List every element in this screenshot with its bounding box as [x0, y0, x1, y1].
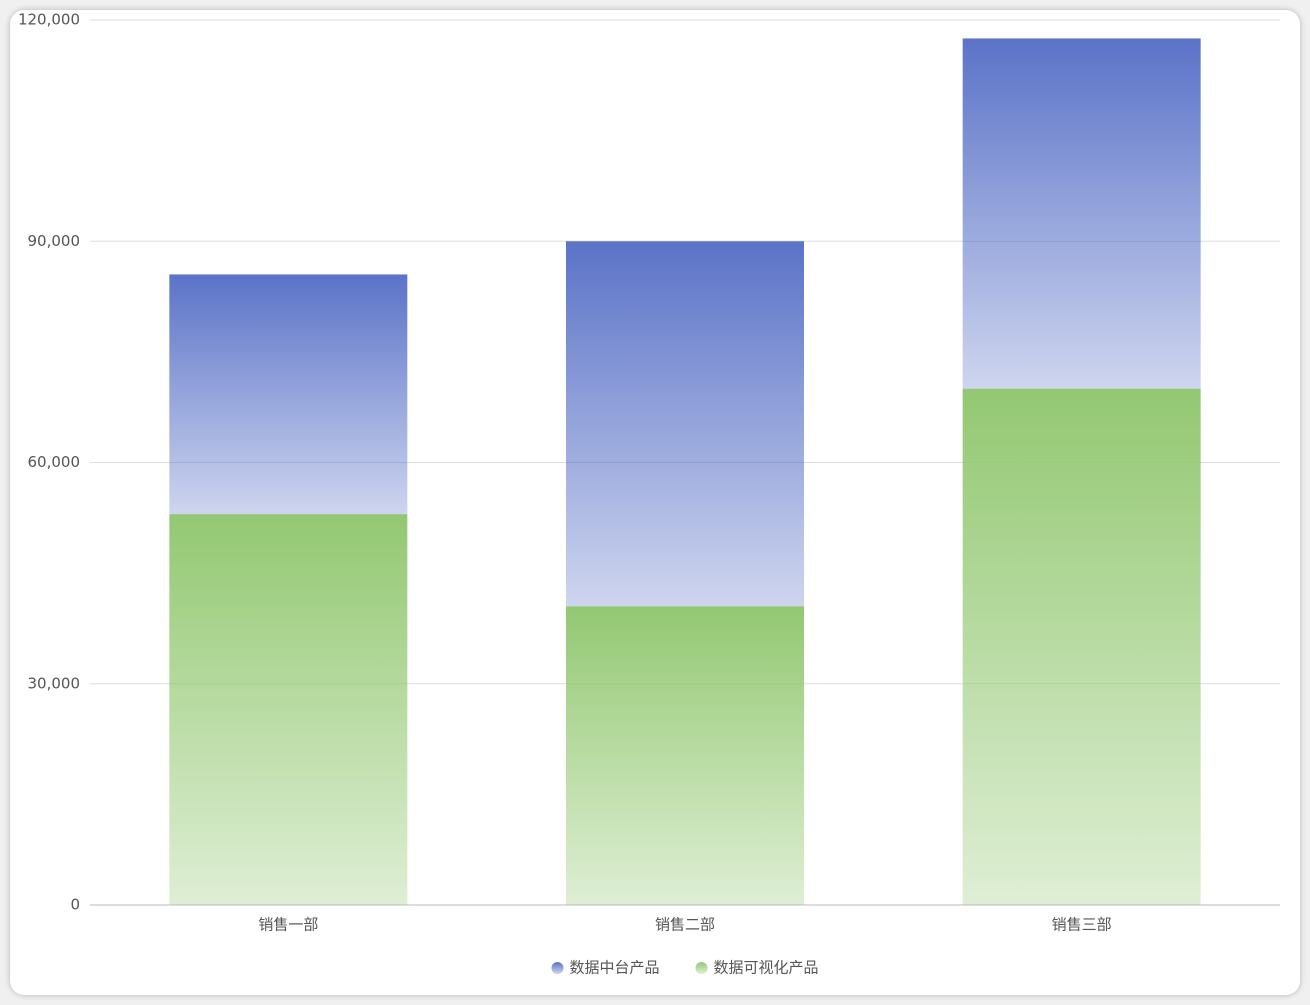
bar-segment: [962, 38, 1201, 389]
bar-segment: [566, 241, 804, 607]
x-tick-label: 销售一部: [258, 916, 318, 934]
legend-marker: [695, 962, 708, 974]
x-tick-label: 销售三部: [1052, 916, 1112, 934]
y-tick-label: 30,000: [28, 674, 81, 692]
chart-card: 0 30,000 60,000 90,000 120,000 销售一部 销售二部 销售三部数据…: [10, 10, 1300, 995]
legend-marker: [551, 962, 564, 974]
y-tick-label: 120,000: [18, 11, 80, 29]
legend: 数据中台产品 数据可视化产品: [551, 959, 819, 977]
bar-segment: [962, 388, 1201, 905]
chart: 0 30,000 60,000 90,000 120,000 销售一部 销售二部 销售三部数据…: [18, 11, 1280, 977]
y-tick-label: 60,000: [28, 453, 81, 471]
legend-label: 数据可视化产品: [714, 959, 819, 977]
bar-segment: [566, 606, 804, 905]
bar-segment: [169, 274, 408, 515]
bar-segment: [169, 514, 408, 905]
y-tick-label: 90,000: [28, 232, 81, 250]
y-tick-label: 0: [70, 896, 80, 914]
legend-label: 数据中台产品: [569, 959, 659, 977]
x-tick-label: 销售二部: [655, 916, 715, 934]
